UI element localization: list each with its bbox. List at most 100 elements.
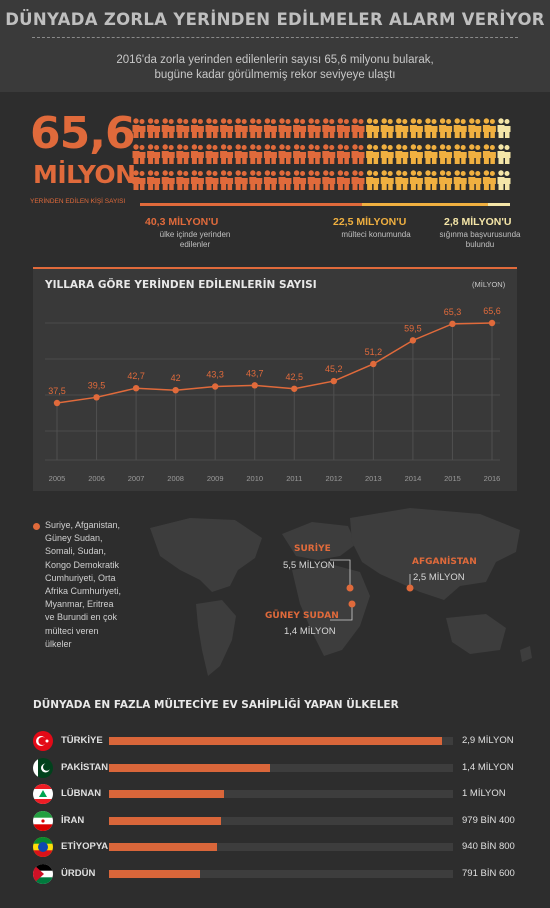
person-icon [132,144,146,164]
host-country-name: LÜBNAN [61,788,102,799]
host-value-label: 979 BİN 400 [462,814,515,826]
person-icon [161,144,175,164]
person-icon [439,170,453,190]
person-icon [322,144,336,164]
host-country-name: TÜRKİYE [61,735,103,746]
x-tick-label: 2006 [88,474,105,483]
person-icon [176,170,190,190]
person-icon [176,118,190,138]
person-icon [263,170,277,190]
ethiopia-flag-icon [33,837,53,857]
host-row: PAKİSTAN 1,4 MİLYON [0,757,550,778]
host-bar-track [109,763,453,772]
iran-flag-icon [33,810,53,831]
person-icon [132,170,146,190]
data-label: 42,5 [286,372,304,382]
line-chart: 37,5 2005 39,5 2006 42,7 2007 42 2008 43,3 2009 43… [45,306,501,483]
host-bar [109,737,442,745]
person-icon [424,170,438,190]
person-icon [409,170,423,190]
data-point [488,319,496,327]
callout-syria-value: 5,5 MİLYON [283,560,335,571]
person-icon [395,118,409,138]
host-countries-title: DÜNYADA EN FAZLA MÜLTECİYE EV SAHİPLİĞİ … [33,699,399,711]
person-icon [263,144,277,164]
person-icon [351,170,365,190]
host-row: TÜRKİYE 2,9 MİLYON [0,731,550,751]
person-icon [336,170,350,190]
world-map [150,508,532,676]
host-country-name: İRAN [61,814,85,826]
person-icon [234,144,248,164]
x-tick-label: 2012 [325,474,342,483]
data-label: 65,6 [483,306,501,316]
data-point [370,360,377,368]
host-bar [109,869,200,878]
person-icon [453,118,467,138]
host-bar [109,790,224,798]
host-country-name: ETİYOPYA [61,841,109,852]
page-title: DÜNYADA ZORLA YERİNDEN EDİLMELER ALARM V… [5,10,545,29]
host-country-name: PAKİSTAN [61,761,109,773]
jordan-flag-icon [33,863,53,884]
person-icon [147,170,161,190]
south-sudan-marker [348,600,356,608]
person-icon [482,144,496,164]
x-tick-label: 2014 [405,474,422,483]
data-point [330,377,338,385]
person-icon [468,170,482,190]
callout-south-sudan-value: 1,4 MİLYON [284,626,336,637]
person-icon [380,170,394,190]
host-bar-track [109,843,453,851]
person-icon [205,118,219,138]
total-unit: MİLYON [33,160,136,189]
person-icon [439,144,453,164]
breakdown-value-idp: 40,3 MİLYON'U [145,216,219,228]
callout-syria-name: SURİYE [294,544,331,554]
person-icon [278,144,292,164]
person-icon [220,144,234,164]
person-icon [336,144,350,164]
data-label: 43,7 [246,368,264,378]
host-bar-track [109,869,453,878]
x-tick-label: 2016 [484,474,501,483]
person-icon [322,170,336,190]
person-icon [220,118,234,138]
breakdown-value-asylum: 2,8 MİLYON'U [444,216,512,228]
data-label: 39,5 [88,380,106,390]
breakdown-bar-idp [140,203,362,206]
series-line [56,322,493,404]
data-point [93,394,100,401]
person-icon [468,144,482,164]
person-icon [249,118,263,138]
person-icon [234,118,248,138]
data-point [409,337,417,344]
host-value-label: 940 BİN 800 [462,841,515,852]
callout-afghanistan-name: AFGANİSTAN [412,557,477,567]
lebanon-flag-icon [33,784,53,804]
x-tick-label: 2009 [207,474,224,483]
x-tick-label: 2011 [286,474,302,483]
person-icon [424,144,438,164]
data-label: 45,2 [325,364,343,374]
person-icon [293,170,307,190]
person-icon [395,144,409,164]
person-icon [161,118,175,138]
data-point [172,386,179,394]
subtitle-line-2: bugüne kadar görülmemiş rekor seviyeye u… [154,69,396,81]
person-icon [336,118,350,138]
person-icon [395,170,409,190]
person-icon [409,118,423,138]
person-icon [468,118,482,138]
person-icon [234,170,248,190]
person-icon [439,118,453,138]
person-icon [190,118,204,138]
host-bar-track [109,737,453,745]
host-row: ÜRDÜN 791 BİN 600 [0,863,550,884]
data-point [53,399,61,407]
total-number: 65,6 [30,108,136,159]
person-icon [147,118,161,138]
person-icon [278,118,292,138]
person-icon [366,118,380,138]
line-chart-panel [33,267,517,491]
